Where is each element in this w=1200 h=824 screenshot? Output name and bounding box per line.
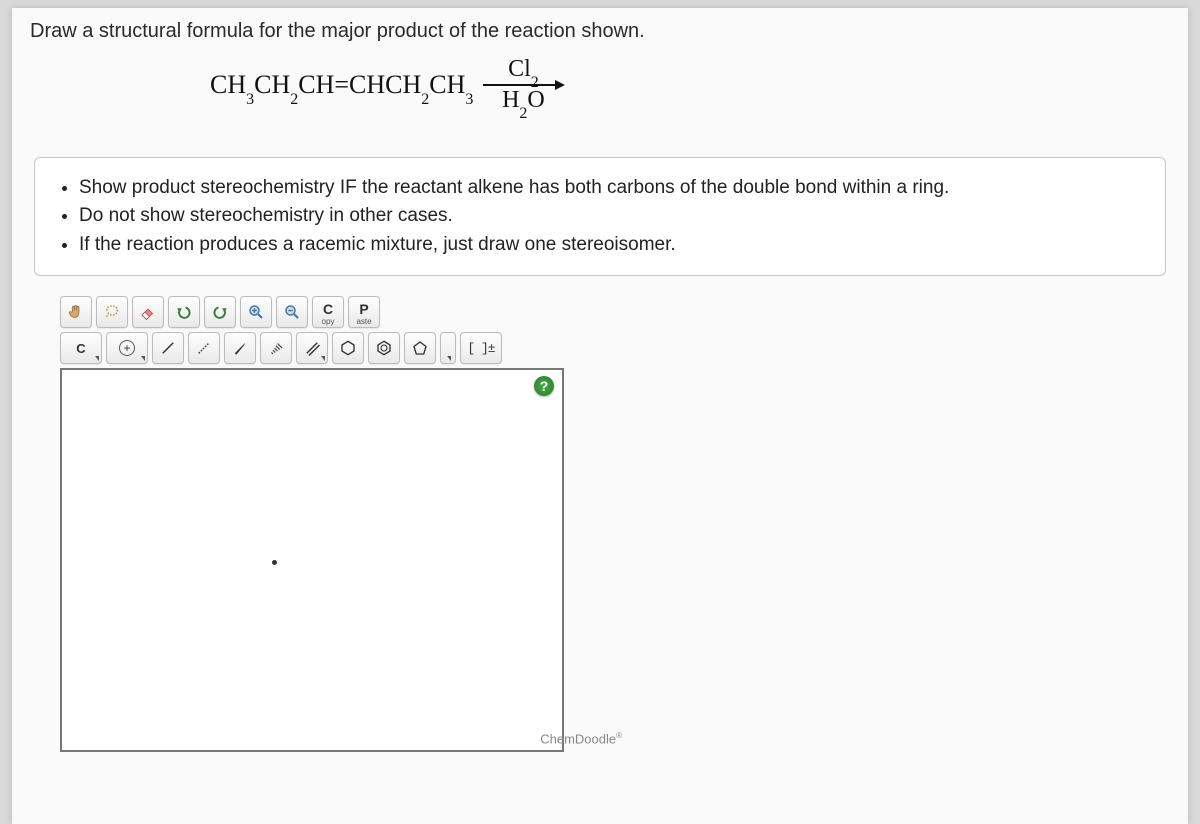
ring-menu-tool[interactable]: [440, 332, 456, 364]
undo-tool[interactable]: [168, 296, 200, 328]
canvas-center-dot: [272, 560, 277, 565]
chemdoodle-editor: C opy P aste C +: [60, 296, 610, 752]
chevron-down-icon: [321, 356, 325, 361]
bond-menu-tool[interactable]: [296, 332, 328, 364]
add-tool[interactable]: +: [106, 332, 148, 364]
redo-tool[interactable]: [204, 296, 236, 328]
wedge-up-tool[interactable]: [224, 332, 256, 364]
hand-tool[interactable]: [60, 296, 92, 328]
single-bond-tool[interactable]: [152, 332, 184, 364]
drawing-canvas[interactable]: ? ChemDoodle®: [60, 368, 564, 752]
reagent-top: Cl2: [508, 57, 539, 86]
chevron-down-icon: [141, 356, 145, 361]
wedge-down-tool[interactable]: [260, 332, 292, 364]
dashed-bond-tool[interactable]: [188, 332, 220, 364]
charge-tool[interactable]: [ ]±: [460, 332, 502, 364]
hexagon-tool[interactable]: [332, 332, 364, 364]
chevron-down-icon: [95, 356, 99, 361]
reagent-bottom: H2O: [502, 88, 545, 117]
benzene-tool[interactable]: [368, 332, 400, 364]
reactant: CH3CH2CH=CHCH2CH3: [210, 70, 473, 104]
help-button[interactable]: ?: [534, 376, 554, 396]
reaction-equation: CH3CH2CH=CHCH2CH3 Cl2 H2O: [210, 57, 1170, 117]
paste-tool[interactable]: P aste: [348, 296, 380, 328]
pentagon-tool[interactable]: [404, 332, 436, 364]
reaction-arrow: Cl2 H2O: [483, 57, 563, 117]
question-prompt: Draw a structural formula for the major …: [30, 20, 1170, 43]
question-page: Draw a structural formula for the major …: [12, 8, 1188, 824]
eraser-tool[interactable]: [132, 296, 164, 328]
rule-item: If the reaction produces a racemic mixtu…: [79, 231, 1143, 260]
element-picker[interactable]: C: [60, 332, 102, 364]
zoom-out-tool[interactable]: [276, 296, 308, 328]
copy-tool[interactable]: C opy: [312, 296, 344, 328]
chemdoodle-brand: ChemDoodle®: [540, 731, 622, 746]
zoom-in-tool[interactable]: [240, 296, 272, 328]
lasso-tool[interactable]: [96, 296, 128, 328]
toolbar-row-2: C +: [60, 332, 610, 364]
chevron-down-icon: [447, 356, 451, 361]
rule-item: Show product stereochemistry IF the reac…: [79, 174, 1143, 203]
rule-item: Do not show stereochemistry in other cas…: [79, 202, 1143, 231]
toolbar-row-1: C opy P aste: [60, 296, 610, 328]
instructions-box: Show product stereochemistry IF the reac…: [34, 157, 1166, 277]
